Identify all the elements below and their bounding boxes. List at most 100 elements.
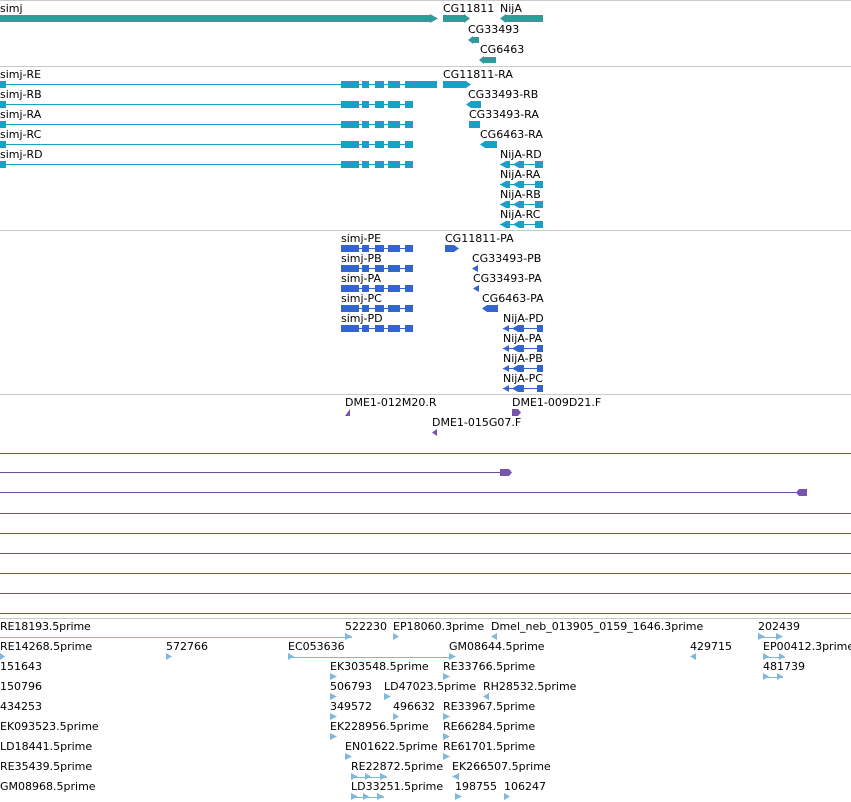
alignment-line[interactable] — [0, 573, 851, 574]
est-arrow — [455, 793, 462, 800]
alignment-line[interactable] — [0, 513, 851, 514]
track-separator — [0, 66, 851, 67]
strand-arrow-left — [513, 161, 519, 168]
transcript-label: simj-RE — [0, 68, 42, 81]
strand-arrow-left — [512, 385, 518, 392]
est-label: RE61701.5prime — [443, 740, 536, 753]
cds — [388, 325, 400, 332]
est-arrow — [288, 653, 294, 660]
strand-arrow-left — [512, 365, 518, 372]
est-label: EP00412.3prime — [763, 640, 851, 653]
exon — [519, 181, 524, 188]
transcript-label: CG33493-RB — [468, 88, 539, 101]
cds — [405, 285, 413, 292]
cds — [341, 245, 359, 252]
alignment-line[interactable] — [0, 553, 851, 554]
exon — [405, 81, 437, 88]
est-line — [763, 677, 783, 678]
transcript-label: simj-RD — [0, 148, 43, 161]
est-arrow — [0, 653, 5, 660]
est-label: RH28532.5prime — [483, 680, 577, 693]
est-arrow — [763, 673, 769, 680]
gene-label: NijA — [500, 2, 522, 15]
protein-label: simj-PA — [341, 272, 381, 285]
cds — [362, 245, 369, 252]
est-label: RE14268.5prime — [0, 640, 93, 653]
cds — [375, 285, 384, 292]
strand-arrow-left — [472, 265, 478, 272]
cds — [341, 265, 359, 272]
strand-arrow-left — [513, 221, 519, 228]
exon — [388, 141, 400, 148]
cds — [537, 345, 543, 352]
intron-line — [0, 124, 413, 125]
exon — [388, 161, 400, 168]
strand-arrow-left — [503, 385, 509, 392]
est-arrow — [504, 793, 510, 800]
exon — [0, 81, 6, 88]
exon — [388, 121, 400, 128]
transcript-label: CG33493-RA — [469, 108, 539, 121]
alignment-block — [796, 489, 807, 496]
exon — [0, 141, 6, 148]
track-separator — [0, 618, 851, 619]
exon — [362, 141, 369, 148]
est-label: 496632 — [393, 700, 435, 713]
gene-bar — [484, 57, 496, 63]
track-separator — [0, 230, 851, 231]
oligo-marker — [345, 409, 350, 416]
exon — [506, 201, 510, 208]
exon — [506, 221, 510, 228]
est-arrow — [690, 653, 696, 660]
exon — [341, 101, 359, 108]
exon — [0, 161, 6, 168]
transcript-label: NijA-RB — [500, 188, 541, 201]
transcript-label: CG11811-RA — [443, 68, 513, 81]
gene-arrow-left — [500, 14, 506, 23]
strand-arrow-left — [513, 181, 519, 188]
exon — [519, 221, 524, 228]
est-label: 151643 — [0, 660, 42, 673]
protein-label: CG33493-PA — [473, 272, 542, 285]
cds — [405, 265, 413, 272]
est-label: EK228956.5prime — [330, 720, 429, 733]
alignment-line[interactable] — [0, 593, 851, 594]
exon — [362, 161, 369, 168]
cds — [405, 305, 413, 312]
exon — [341, 161, 359, 168]
transcript-label: simj-RA — [0, 108, 42, 121]
cds — [537, 365, 543, 372]
est-arrow — [384, 693, 391, 700]
strand-arrow-left — [500, 221, 506, 228]
est-label: RE22872.5prime — [351, 760, 444, 773]
exon — [405, 121, 413, 128]
gene-label: CG33493 — [468, 23, 520, 36]
est-arrow — [393, 713, 399, 720]
gene-bar — [473, 37, 479, 43]
cds — [341, 285, 359, 292]
est-label: EK266507.5prime — [452, 760, 551, 773]
alignment-line[interactable] — [0, 533, 851, 534]
cds — [518, 385, 524, 392]
alignment-line[interactable] — [0, 613, 851, 614]
intron-line — [0, 144, 413, 145]
est-label: LD18441.5prime — [0, 740, 93, 753]
exon — [535, 161, 543, 168]
est-label: 522230 — [345, 620, 387, 633]
est-label: EP18060.3prime — [393, 620, 485, 633]
strand-arrow-left — [500, 161, 506, 168]
est-label: RE66284.5prime — [443, 720, 536, 733]
cds — [362, 325, 369, 332]
gene-arrow-right — [430, 14, 438, 23]
cds — [341, 305, 359, 312]
cds — [375, 305, 384, 312]
strand-arrow-left — [512, 345, 518, 352]
strand-arrow-left — [482, 305, 487, 312]
cds — [487, 305, 498, 312]
alignment-line[interactable] — [0, 453, 851, 454]
strand-arrow-left — [512, 325, 518, 332]
est-arrow — [351, 793, 358, 800]
exon — [535, 181, 543, 188]
cds — [388, 245, 400, 252]
strand-arrow-left — [480, 141, 485, 148]
